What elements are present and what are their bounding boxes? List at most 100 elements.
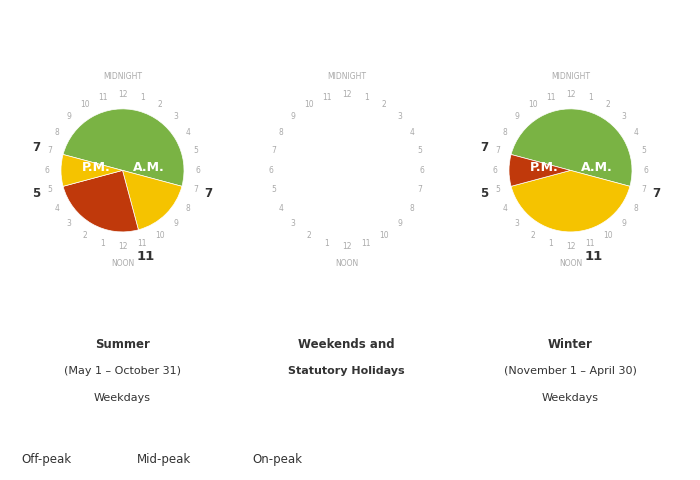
Text: 3: 3 [174,112,178,121]
Text: A.M.: A.M. [356,161,389,174]
Text: 6: 6 [268,166,273,175]
Text: Summer: Summer [95,338,150,351]
Text: 1: 1 [364,93,368,102]
Text: 12: 12 [342,90,351,99]
Text: 11: 11 [546,93,556,102]
Text: 5: 5 [47,185,52,194]
Text: Weekends and: Weekends and [298,338,395,351]
Text: 9: 9 [622,219,626,228]
Text: 5: 5 [271,185,276,194]
Text: MIDNIGHT: MIDNIGHT [103,72,142,82]
Text: 10: 10 [603,231,613,240]
Text: 5: 5 [641,146,646,156]
Text: 11: 11 [585,239,595,248]
Text: 1: 1 [325,239,329,248]
Text: 7: 7 [641,185,646,194]
Wedge shape [509,155,570,186]
Text: 11: 11 [322,93,332,102]
Text: 3: 3 [398,112,402,121]
Text: 10: 10 [155,231,165,240]
Text: 9: 9 [174,219,178,228]
Text: 2: 2 [307,231,311,240]
Text: 9: 9 [398,219,402,228]
Text: NOON: NOON [559,259,582,268]
Text: 7: 7 [204,187,213,200]
Text: 4: 4 [410,128,414,137]
Text: 1: 1 [101,239,105,248]
Text: 2: 2 [382,100,386,109]
Text: 6: 6 [196,166,201,175]
Text: 11: 11 [584,250,603,263]
Text: 7: 7 [32,141,41,154]
Text: 11: 11 [361,239,371,248]
Text: 8: 8 [55,128,60,137]
Text: 3: 3 [290,219,295,228]
Wedge shape [61,155,122,186]
Text: 6: 6 [420,166,425,175]
Text: 4: 4 [503,204,507,213]
Text: 5: 5 [32,187,41,200]
Text: 11: 11 [137,239,147,248]
Text: 5: 5 [417,146,422,156]
Text: 12: 12 [118,90,127,99]
Text: NOON: NOON [111,259,134,268]
Text: 2: 2 [158,100,162,109]
Text: NOON: NOON [335,259,358,268]
Text: 7: 7 [480,141,489,154]
Text: 12: 12 [118,241,127,251]
Text: P.M.: P.M. [307,161,335,174]
Text: 11: 11 [98,93,108,102]
Text: 4: 4 [55,204,60,213]
Text: 5: 5 [480,187,489,200]
Text: 2: 2 [83,231,87,240]
Text: 8: 8 [634,204,638,213]
Text: 3: 3 [622,112,626,121]
Text: 1: 1 [588,93,592,102]
Text: 8: 8 [503,128,507,137]
Text: 2: 2 [606,100,610,109]
Text: P.M.: P.M. [531,161,559,174]
Text: 4: 4 [279,204,284,213]
Text: 8: 8 [279,128,284,137]
Text: 8: 8 [186,204,190,213]
Text: 6: 6 [644,166,649,175]
Text: Off-peak: Off-peak [21,453,71,466]
Text: 8: 8 [410,204,414,213]
Wedge shape [122,170,182,230]
Text: (May 1 – October 31): (May 1 – October 31) [64,366,181,376]
Text: A.M.: A.M. [580,161,612,174]
Text: 7: 7 [652,187,661,200]
Text: 4: 4 [634,128,638,137]
Text: 10: 10 [379,231,389,240]
Text: 9: 9 [514,112,519,121]
Text: 9: 9 [290,112,295,121]
Text: 3: 3 [514,219,519,228]
Text: 10: 10 [80,100,90,109]
Text: 10: 10 [304,100,314,109]
Text: 7: 7 [271,146,276,156]
Text: (November 1 – April 30): (November 1 – April 30) [504,366,637,376]
Text: 12: 12 [566,241,575,251]
Text: 1: 1 [140,93,144,102]
Wedge shape [511,109,632,186]
Text: 2: 2 [531,231,535,240]
Wedge shape [63,170,139,232]
Text: Weekdays: Weekdays [542,393,599,403]
Text: MIDNIGHT: MIDNIGHT [551,72,590,82]
Text: MIDNIGHT: MIDNIGHT [327,72,366,82]
Text: Winter: Winter [548,338,593,351]
Text: 11: 11 [136,250,155,263]
Text: Weekdays: Weekdays [94,393,151,403]
Text: Statutory Holidays: Statutory Holidays [288,366,405,376]
Text: 7: 7 [495,146,500,156]
Wedge shape [63,109,184,186]
Text: P.M.: P.M. [83,161,111,174]
Text: 5: 5 [495,185,500,194]
Text: On-peak: On-peak [252,453,302,466]
Text: A.M.: A.M. [132,161,164,174]
Text: 7: 7 [47,146,52,156]
Text: 7: 7 [417,185,422,194]
Text: 12: 12 [342,241,351,251]
Text: 5: 5 [193,146,198,156]
Text: 12: 12 [566,90,575,99]
